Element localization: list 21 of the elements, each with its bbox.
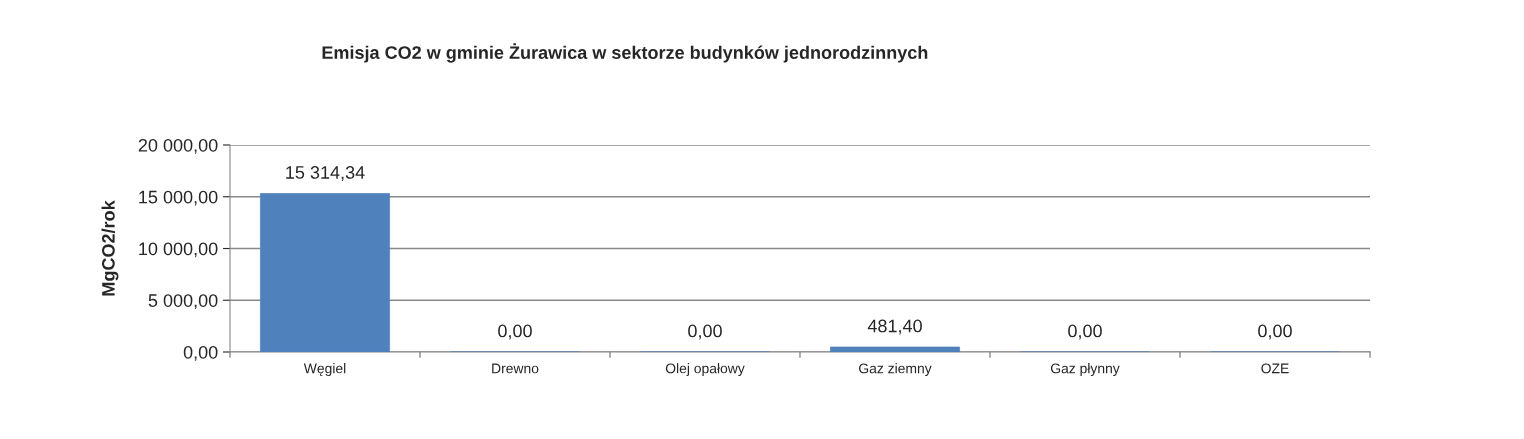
- chart-title: Emisja CO2 w gminie Żurawica w sektorze budynków jednorodzinnych: [322, 43, 928, 63]
- x-tick-label: OZE: [1261, 363, 1289, 374]
- x-tick-label: Olej opałowy: [665, 363, 745, 377]
- x-tick-label: Gaz płynny: [1050, 363, 1120, 377]
- y-tick-label: 20 000,00: [138, 138, 218, 154]
- y-tick-label: 15 000,00: [139, 190, 218, 206]
- bar: [260, 193, 390, 352]
- x-tick-label: Gaz ziemny: [859, 363, 932, 377]
- data-label: 0,00: [1258, 324, 1292, 340]
- y-axis-title: MgCO2/rok: [101, 200, 119, 296]
- y-tick-label: 10 000,00: [139, 242, 218, 258]
- x-tick-label: Węgiel: [303, 363, 346, 377]
- data-label: 481,40: [867, 319, 922, 335]
- y-tick-label: 5 000,00: [148, 294, 218, 310]
- bar: [830, 346, 960, 352]
- data-label: 0,00: [498, 324, 532, 340]
- data-label: 0,00: [1068, 324, 1102, 340]
- x-tick-label: Drewno: [492, 363, 539, 374]
- y-tick-label: 0,00: [183, 345, 218, 361]
- data-label: 15 314,34: [286, 166, 365, 181]
- data-label: 0,00: [688, 324, 722, 340]
